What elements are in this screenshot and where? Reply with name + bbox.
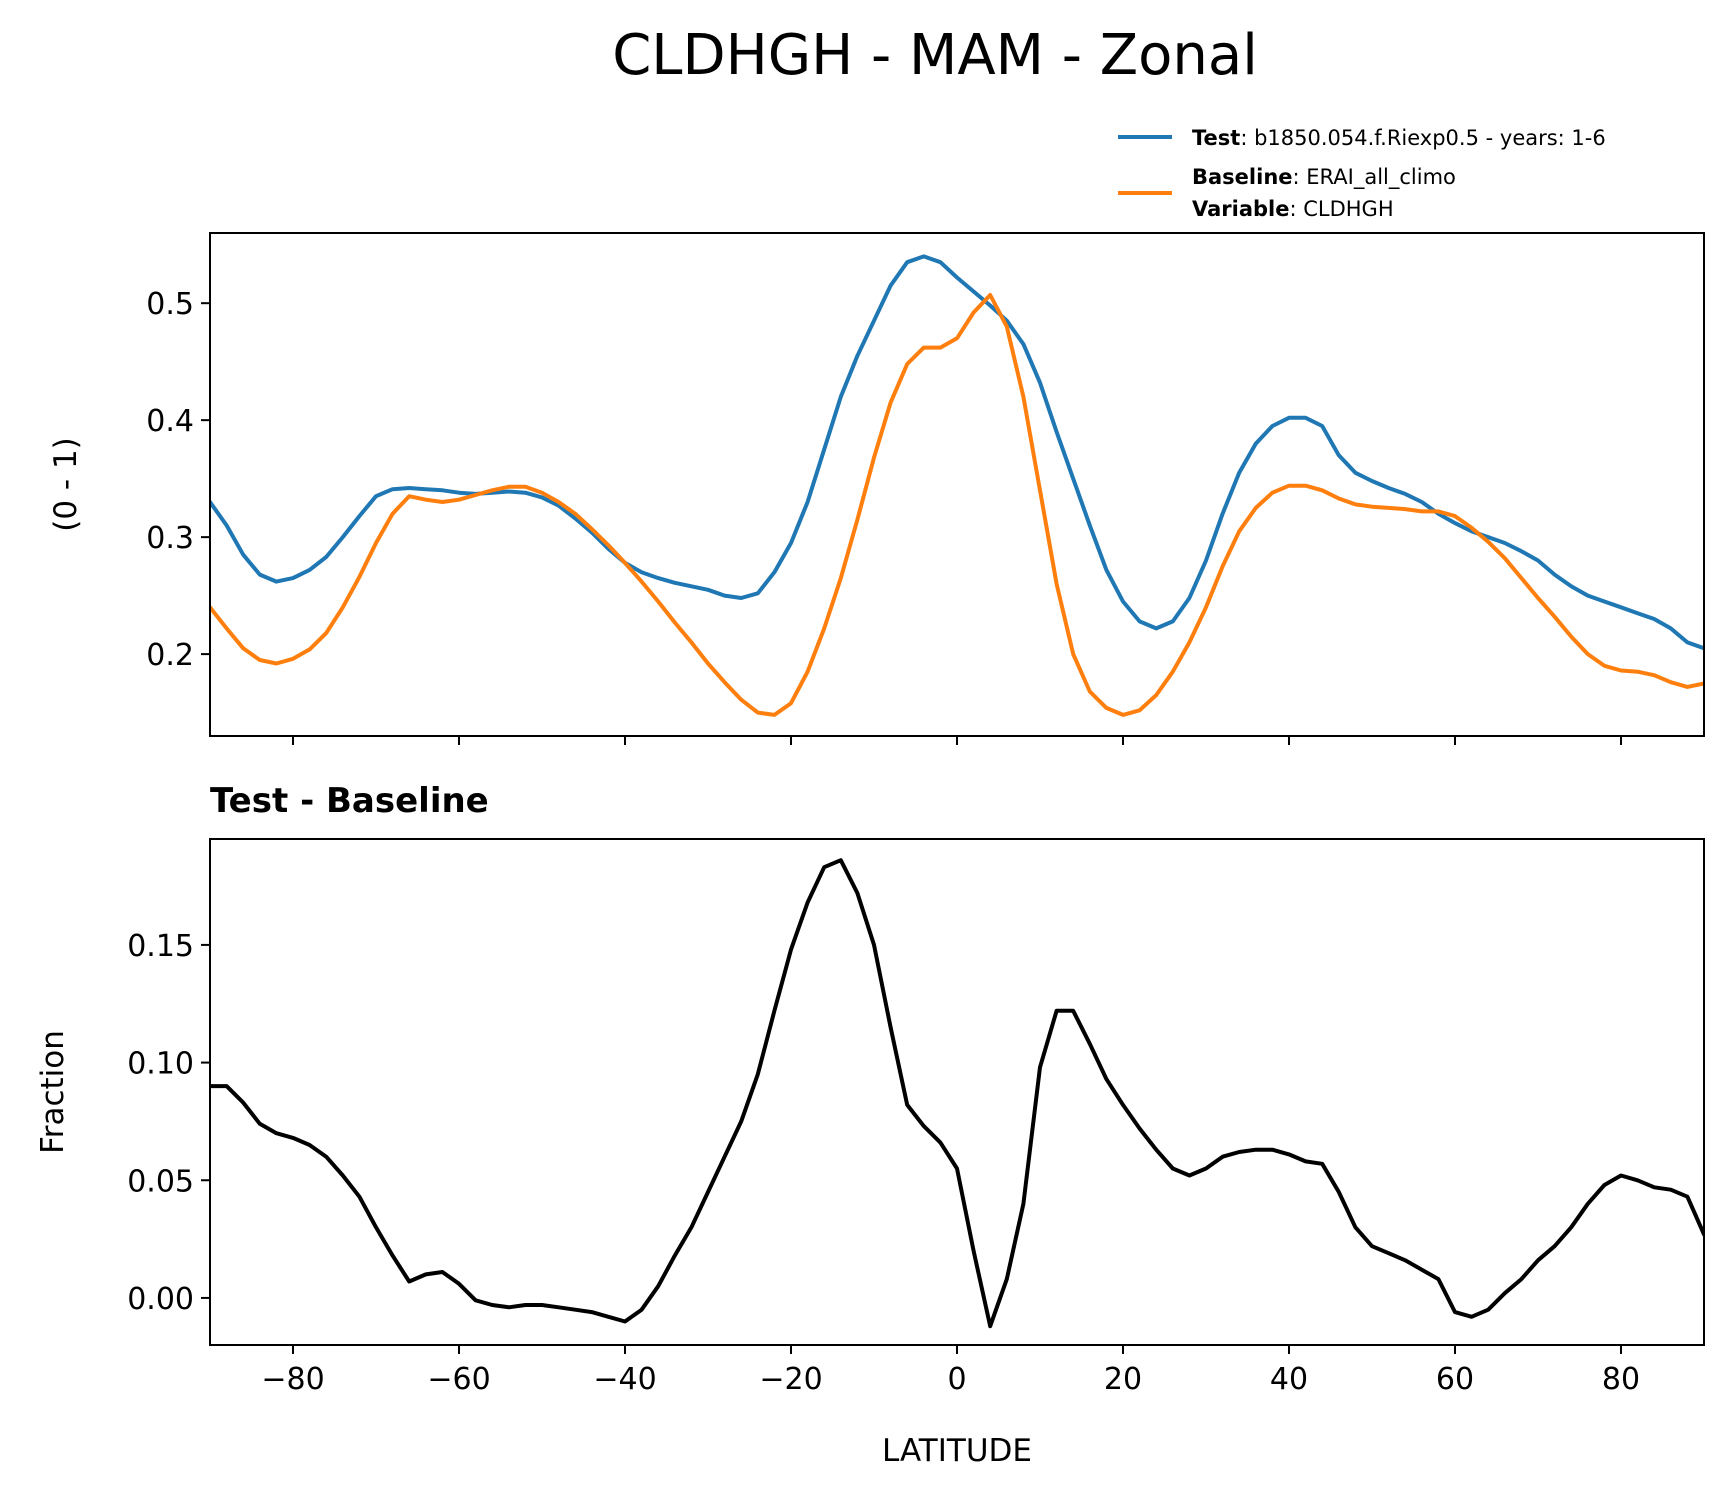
top-axes-frame bbox=[209, 232, 1705, 737]
legend-test-text: : b1850.054.f.Riexp0.5 - years: 1-6 bbox=[1240, 126, 1605, 150]
bottom-x-tick-label: 20 bbox=[1104, 1362, 1142, 1397]
legend: Test: b1850.054.f.Riexp0.5 - years: 1-6 … bbox=[1118, 126, 1606, 221]
bottom-x-tick-label: 80 bbox=[1602, 1362, 1640, 1397]
bottom-y-ticks: 0.00 0.05 0.10 0.15 bbox=[127, 929, 210, 1317]
bottom-x-axis-label: LATITUDE bbox=[882, 1433, 1032, 1469]
bottom-difference-series-line bbox=[210, 858, 1704, 1329]
legend-variable-label: Variable: CLDHGH bbox=[1192, 197, 1394, 221]
top-y-tick-label: 0.5 bbox=[146, 287, 194, 322]
top-test-series-line bbox=[210, 254, 1704, 651]
bottom-x-ticks: −80 −60 −40 −20 0 20 40 60 80 bbox=[261, 1345, 1640, 1397]
bottom-x-tick-label: −40 bbox=[593, 1362, 656, 1397]
bottom-x-tick-label: 0 bbox=[947, 1362, 966, 1397]
top-y-tick-label: 0.4 bbox=[146, 404, 194, 439]
bottom-x-tick-label: −60 bbox=[427, 1362, 490, 1397]
legend-baseline-bold: Baseline bbox=[1192, 165, 1293, 189]
bottom-x-tick-label: −20 bbox=[759, 1362, 822, 1397]
legend-test-label: Test: b1850.054.f.Riexp0.5 - years: 1-6 bbox=[1192, 126, 1606, 150]
top-baseline-series-line bbox=[210, 293, 1704, 717]
bottom-y-axis-label: Fraction bbox=[35, 1030, 71, 1154]
bottom-panel: Test - Baseline 0.000.050.100.15 −80 −60−… bbox=[35, 781, 1705, 1469]
top-y-ticks: 0.2 0.3 0.4 0.5 bbox=[146, 287, 210, 673]
top-series-group bbox=[210, 254, 1704, 717]
bottom-panel-title: Test - Baseline bbox=[210, 781, 489, 821]
top-x-ticks bbox=[292, 736, 1622, 745]
legend-variable-text: : CLDHGH bbox=[1289, 197, 1393, 221]
bottom-series-group bbox=[210, 858, 1704, 1329]
figure-title: CLDHGH - MAM - Zonal bbox=[612, 23, 1258, 88]
top-panel: 0.2 0.3 0.4 0.5 (0 - 1) bbox=[48, 232, 1705, 745]
bottom-axes-frame bbox=[209, 838, 1705, 1346]
legend-variable-bold: Variable bbox=[1192, 197, 1289, 221]
bottom-y-tick-label: 0.00 bbox=[127, 1282, 194, 1317]
bottom-x-tick-label: 40 bbox=[1270, 1362, 1308, 1397]
top-y-tick-label: 0.3 bbox=[146, 521, 194, 556]
top-y-tick-label: 0.2 bbox=[146, 638, 194, 673]
legend-baseline-text: : ERAI_all_climo bbox=[1293, 165, 1456, 190]
bottom-x-tick-label: 60 bbox=[1436, 1362, 1474, 1397]
legend-baseline-label: Baseline: ERAI_all_climo bbox=[1192, 165, 1456, 190]
legend-test-bold: Test bbox=[1192, 126, 1240, 150]
bottom-y-tick-label: 0.05 bbox=[127, 1164, 194, 1199]
bottom-y-tick-label: 0.10 bbox=[127, 1047, 194, 1082]
bottom-x-tick-label: −80 bbox=[261, 1362, 324, 1397]
top-y-axis-label: (0 - 1) bbox=[48, 437, 84, 532]
bottom-y-tick-label: 0.15 bbox=[127, 929, 194, 964]
